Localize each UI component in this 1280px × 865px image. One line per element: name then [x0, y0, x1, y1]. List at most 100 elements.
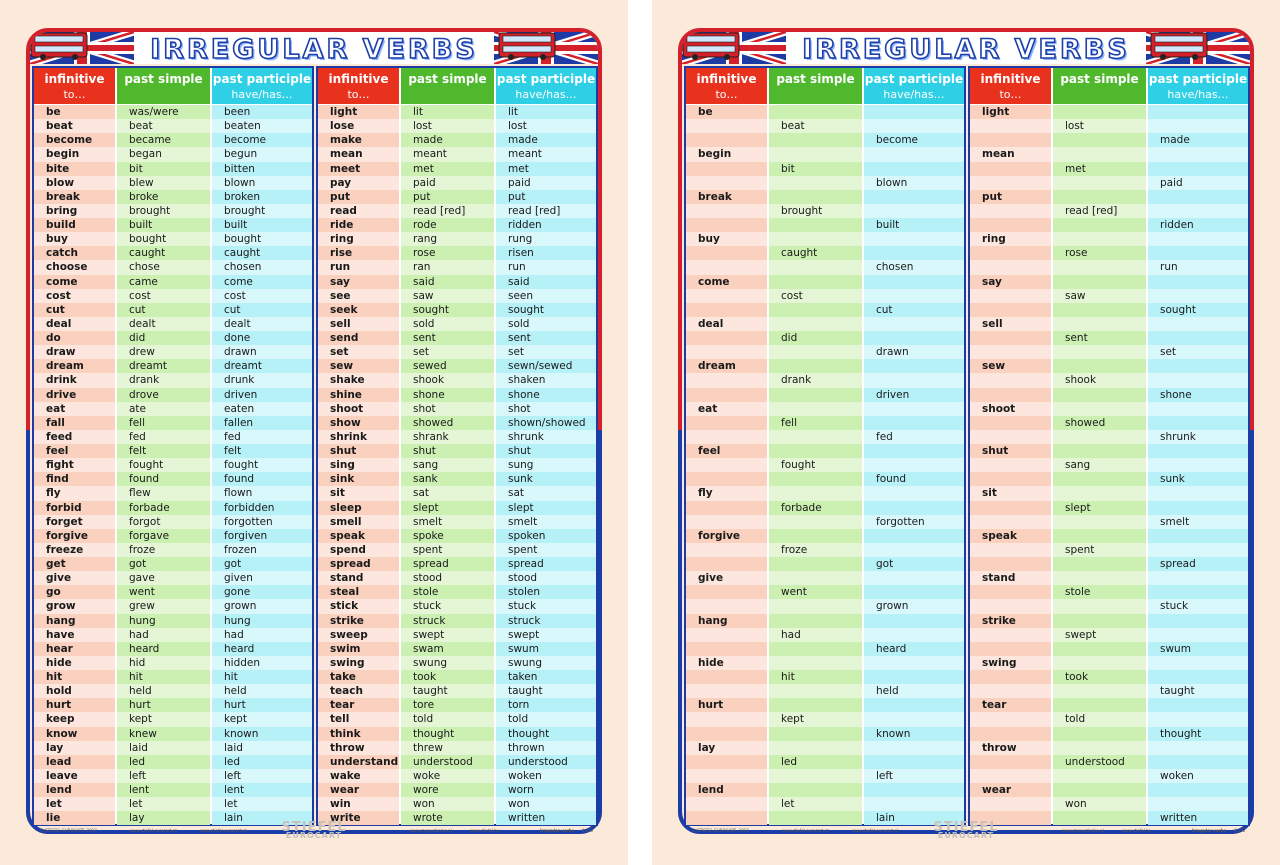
past-participle-cell: begun — [212, 147, 312, 162]
infinitive-cell: win — [318, 797, 399, 812]
infinitive-cell — [686, 415, 767, 430]
infinitive-cell: lose — [318, 119, 399, 134]
table-row: become — [686, 133, 964, 148]
copyright-text: © STIEFEL EUROCART, 2017 — [40, 828, 97, 833]
infinitive-cell — [970, 726, 1051, 741]
past-participle-cell: eaten — [212, 401, 312, 416]
past-participle-cell: cost — [212, 288, 312, 303]
table-row: known — [686, 726, 964, 741]
table-row: swing — [970, 655, 1248, 670]
past-participle-cell — [864, 486, 964, 501]
past-participle-cell: sent — [496, 331, 596, 346]
past-participle-cell: swum — [1148, 641, 1248, 656]
infinitive-cell: fight — [34, 458, 115, 473]
verb-table-left: infinitive to… past simple past participl… — [32, 66, 314, 826]
table-row: met — [970, 161, 1248, 176]
infinitive-cell: lie — [34, 811, 115, 826]
past-participle-cell — [1148, 585, 1248, 600]
past-participle-cell: sought — [496, 302, 596, 317]
past-simple-cell — [1053, 641, 1146, 656]
header-past-simple: past simple — [1053, 68, 1146, 104]
past-participle-cell — [864, 627, 964, 642]
infinitive-cell: take — [318, 670, 399, 685]
table-row: meet met met — [318, 161, 596, 176]
past-simple-cell: hid — [117, 655, 210, 670]
infinitive-cell: be — [34, 105, 115, 120]
past-participle-cell — [1148, 147, 1248, 162]
table-row: led — [686, 754, 964, 769]
past-simple-cell — [769, 429, 862, 444]
site-link: www.stiefel.hu — [470, 828, 500, 833]
infinitive-cell: buy — [34, 232, 115, 247]
table-row: fly flew flown — [34, 486, 312, 501]
infinitive-cell — [970, 557, 1051, 572]
past-simple-cell: dreamt — [117, 359, 210, 374]
past-participle-cell: won — [496, 797, 596, 812]
past-participle-cell — [1148, 203, 1248, 218]
past-simple-cell: made — [401, 133, 494, 148]
past-participle-cell — [864, 246, 964, 261]
infinitive-cell: seek — [318, 302, 399, 317]
past-participle-cell: left — [212, 768, 312, 783]
infinitive-cell: dream — [34, 359, 115, 374]
past-simple-cell — [1053, 726, 1146, 741]
past-participle-cell: hung — [212, 613, 312, 628]
copyright-text: © STIEFEL EUROCART, 2017 — [692, 828, 749, 833]
past-participle-cell — [864, 712, 964, 727]
table-row: hide hid hidden — [34, 655, 312, 670]
past-simple-cell — [1053, 514, 1146, 529]
past-participle-cell — [864, 415, 964, 430]
past-simple-cell: stole — [401, 585, 494, 600]
past-participle-cell: built — [864, 218, 964, 233]
past-simple-cell: shook — [401, 373, 494, 388]
table-row: choose chose chosen — [34, 260, 312, 275]
past-simple-cell: flew — [117, 486, 210, 501]
infinitive-cell — [970, 119, 1051, 134]
past-participle-cell: taught — [1148, 684, 1248, 699]
past-participle-cell: met — [496, 161, 596, 176]
past-simple-cell: told — [401, 712, 494, 727]
past-simple-cell: ate — [117, 401, 210, 416]
past-participle-cell: seen — [496, 288, 596, 303]
infinitive-cell — [686, 514, 767, 529]
infinitive-cell: shoot — [318, 401, 399, 416]
past-participle-cell: slept — [496, 500, 596, 515]
infinitive-cell — [970, 670, 1051, 685]
table-row: went — [686, 585, 964, 600]
past-participle-cell: struck — [496, 613, 596, 628]
infinitive-cell: throw — [970, 740, 1051, 755]
past-participle-cell — [1148, 754, 1248, 769]
past-simple-cell — [1053, 571, 1146, 586]
infinitive-cell: run — [318, 260, 399, 275]
past-simple-cell: understood — [1053, 754, 1146, 769]
past-participle-cell — [1148, 373, 1248, 388]
past-participle-cell: stood — [496, 571, 596, 586]
past-simple-cell — [769, 599, 862, 614]
past-simple-cell — [769, 175, 862, 190]
past-participle-cell: lent — [212, 783, 312, 798]
past-participle-cell — [1148, 542, 1248, 557]
table-row: forgotten — [686, 514, 964, 529]
infinitive-cell — [686, 542, 767, 557]
infinitive-cell — [970, 387, 1051, 402]
past-participle-cell — [864, 542, 964, 557]
past-participle-cell: cut — [212, 302, 312, 317]
infinitive-cell: wear — [318, 783, 399, 798]
table-row: kept — [686, 712, 964, 727]
table-row: speak spoke spoken — [318, 528, 596, 543]
past-participle-cell — [864, 203, 964, 218]
table-row: run — [970, 260, 1248, 275]
verb-table-right: infinitive to… past simple past participl… — [968, 66, 1250, 826]
past-participle-cell: drawn — [864, 345, 964, 360]
table-row: have had had — [34, 627, 312, 642]
past-simple-cell — [1053, 528, 1146, 543]
table-row: say said said — [318, 274, 596, 289]
table-row: heard — [686, 641, 964, 656]
past-simple-cell: tore — [401, 698, 494, 713]
past-simple-cell: beat — [769, 119, 862, 134]
infinitive-cell: dream — [686, 359, 767, 374]
past-simple-cell — [769, 359, 862, 374]
table-row: grow grew grown — [34, 599, 312, 614]
past-simple-cell: led — [769, 754, 862, 769]
table-row: hide — [686, 655, 964, 670]
